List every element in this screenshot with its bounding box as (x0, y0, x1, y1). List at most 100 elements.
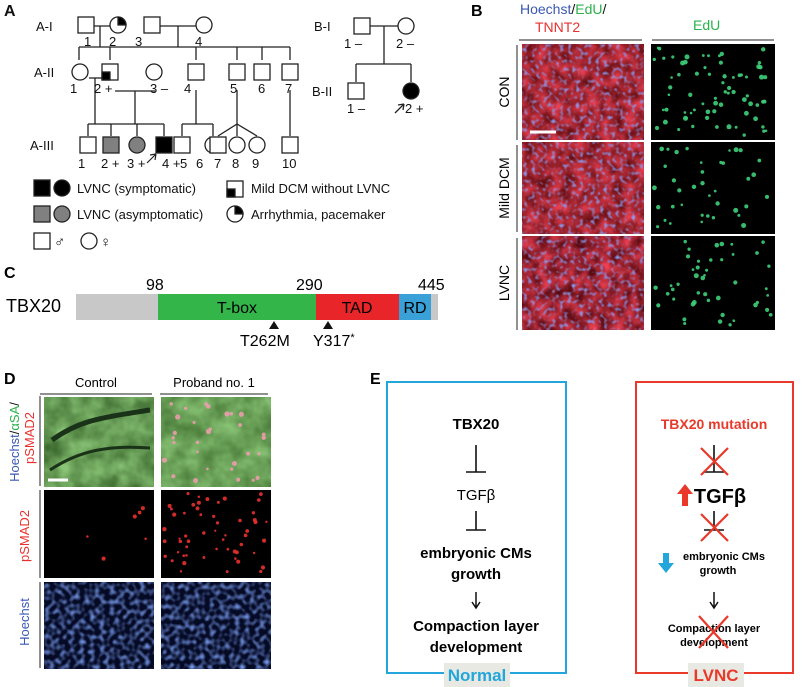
lvnc-arrow (709, 592, 719, 610)
nucleus-speck (204, 402, 208, 407)
pedigree-a-lines (78, 25, 291, 137)
panel-b-header-line1: Hoechst/EdU/ (520, 1, 606, 17)
normal-label: Normal (448, 666, 507, 685)
normal-cms-line1: embryonic CMs (420, 545, 532, 562)
nucleus-speck (715, 295, 721, 301)
lvnc-cms-line2: growth (700, 565, 737, 577)
nucleus-speck (766, 294, 770, 297)
nucleus-speck (257, 498, 261, 502)
nucleus-speck (86, 535, 89, 538)
gen-b-ii-label: B-II (312, 84, 332, 99)
panel-c: C 98 290 445 TBX20 T-box TAD RD T262M Y3… (4, 265, 445, 350)
nucleus-speck (193, 478, 199, 483)
panel-d-sep-1: / (7, 430, 22, 434)
nucleus-speck (185, 554, 188, 557)
nucleus-speck (759, 74, 764, 80)
nucleus-speck (196, 450, 199, 454)
pedigree-a-symbols (71, 16, 299, 154)
nucleus-speck (751, 172, 757, 178)
panel-c-mut2-marker (323, 321, 333, 329)
a-ii-label-7: 7 (285, 81, 292, 96)
panel-c-position-290: 290 (296, 277, 323, 294)
nucleus-speck (260, 565, 266, 570)
a-i-label-4: 4 (195, 34, 202, 49)
header-hoechst: Hoechst (520, 1, 571, 17)
nucleus-speck (685, 116, 688, 120)
gen-b-i-label: B-I (314, 19, 331, 34)
panel-b-header-tnnt2: TNNT2 (535, 19, 580, 35)
nucleus-speck (230, 467, 234, 471)
nucleus-speck (677, 127, 681, 132)
nucleus-speck (726, 85, 732, 91)
nucleus-speck (713, 96, 717, 100)
nucleus-speck (703, 292, 708, 297)
nucleus-speck (221, 538, 225, 541)
nucleus-speck (670, 76, 673, 79)
nucleus-speck (238, 423, 242, 427)
nucleus-speck (682, 317, 687, 322)
nucleus-speck (183, 406, 188, 411)
nucleus-speck (765, 307, 770, 312)
nucleus-speck (262, 538, 267, 543)
nucleus-speck (671, 55, 675, 59)
nucleus-speck (709, 258, 713, 262)
panel-c-tbox-label: T-box (217, 300, 257, 317)
nucleus-speck (674, 149, 679, 155)
a-iii-8-female (228, 136, 246, 154)
nucleus-speck (712, 109, 717, 114)
nucleus-speck (236, 477, 241, 482)
a-ii-label-2: 2 + (94, 81, 112, 96)
nucleus-speck (748, 101, 753, 107)
nucleus-speck (741, 97, 747, 103)
nucleus-speck (726, 91, 730, 95)
nucleus-speck (239, 542, 244, 547)
lvnc-cross-2 (700, 513, 729, 542)
nucleus-speck (731, 252, 735, 256)
nucleus-speck (683, 111, 687, 114)
panel-c-position-445: 445 (418, 277, 445, 294)
nucleus-speck (714, 242, 720, 248)
nucleus-speck (672, 297, 676, 301)
a-i-3-male (143, 16, 161, 34)
nucleus-speck (257, 452, 261, 456)
a-iii-1-male (79, 136, 97, 154)
panel-d-col-control: Control (75, 375, 117, 390)
panel-c-mut2-label: Y317* (313, 332, 355, 350)
lvnc-inhibit-1 (704, 445, 724, 473)
nucleus-speck (663, 164, 667, 169)
nucleus-speck (753, 116, 758, 122)
nucleus-speck (744, 204, 749, 209)
lvnc-title: TBX20 mutation (661, 416, 768, 432)
gen-a-ii-label: A-II (34, 65, 54, 80)
nucleus-speck (661, 108, 665, 112)
nucleus-speck (708, 194, 711, 197)
nucleus-speck (132, 514, 137, 519)
nucleus-speck (652, 57, 656, 62)
nucleus-speck (258, 492, 263, 497)
nucleus-speck (170, 559, 174, 563)
nucleus-speck (707, 54, 710, 58)
nucleus-speck (680, 203, 684, 207)
nucleus-speck (206, 467, 209, 471)
nucleus-speck (745, 94, 749, 98)
panel-e: E TBX20 TGFβ embryonic CMs growth Compac… (370, 371, 794, 687)
nucleus-speck (761, 99, 765, 104)
nucleus-speck (677, 188, 682, 193)
a-ii-label-4: 4 (184, 81, 191, 96)
a-ii-label-5: 5 (230, 81, 237, 96)
nucleus-speck (224, 411, 230, 417)
nucleus-speck (701, 102, 705, 106)
a-iii-label-7: 7 (214, 156, 221, 171)
nucleus-speck (172, 430, 177, 436)
nucleus-speck (731, 89, 736, 95)
nucleus-speck (251, 478, 255, 482)
a-iii-label-5: 5 (180, 156, 187, 171)
nucleus-speck (731, 75, 735, 79)
header-sep-2: / (602, 1, 606, 17)
proband-arrow-a (146, 153, 157, 164)
nucleus-speck (245, 529, 250, 533)
nucleus-speck (216, 500, 220, 504)
nucleus-speck (656, 225, 660, 229)
nucleus-speck (720, 258, 724, 262)
nucleus-speck (685, 146, 689, 151)
